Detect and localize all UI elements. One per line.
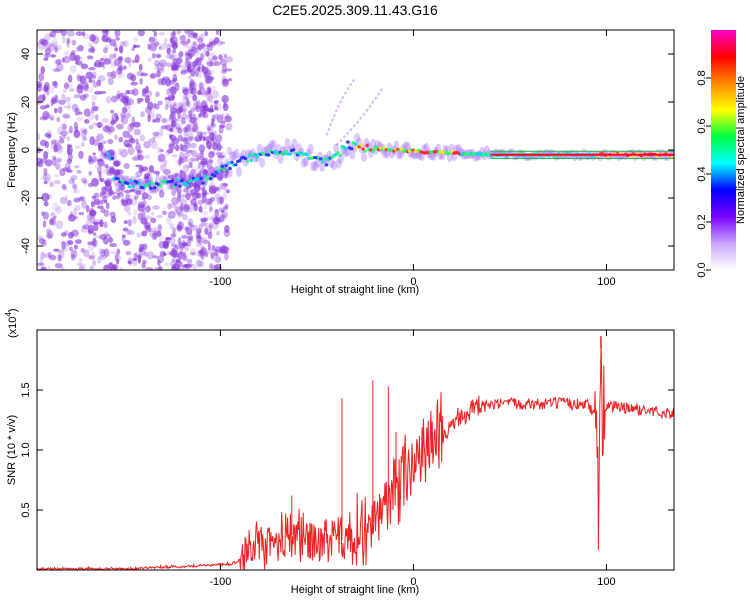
spectrogram-ytick-label: 20 [20, 96, 32, 108]
snr-series-line [37, 336, 674, 570]
colorbar-gradient [711, 30, 736, 270]
chart-title: C2E5.2025.309.11.43.G16 [272, 2, 438, 18]
snr-frame [36, 329, 675, 571]
snr-scale-exponent: 4 [4, 312, 13, 317]
snr-ytick-label: 0.5 [20, 502, 32, 517]
colorbar-tick-label: 0.4 [696, 166, 708, 181]
spectrogram-chirps [325, 77, 384, 146]
colorbar-tick-label: 0.6 [696, 118, 708, 133]
spectrogram-noise [37, 30, 233, 270]
snr-ytick-label: 1.5 [20, 382, 32, 397]
spectrogram-ytick-label: -40 [20, 238, 32, 254]
spectrogram-ytick-label: 0 [20, 147, 32, 153]
spectrogram-ytick-label: 40 [20, 48, 32, 60]
snr-xtick-label: 0 [410, 576, 416, 588]
colorbar: 0.0 0.2 0.4 0.6 0.8 Normalized spectral ampl… [696, 30, 747, 278]
colorbar-tick-label: 0.8 [696, 70, 708, 85]
snr-xtick-label: -100 [209, 576, 231, 588]
snr-scale-prefix: (x10 [7, 317, 19, 338]
colorbar-tick-label: 0.0 [696, 262, 708, 277]
spectrogram-xtick-label: 0 [410, 276, 416, 288]
spectrogram-xtick-label: 100 [597, 276, 615, 288]
snr-xtick-label: 100 [597, 576, 615, 588]
snr-scale-label: (x104) [4, 308, 19, 338]
colorbar-label: Normalized spectral amplitude [735, 76, 747, 224]
snr-xlabel: Height of straight line (km) [291, 584, 419, 596]
spectrogram-ytick-label: -20 [20, 190, 32, 206]
spectrogram-plot: -100 0 100 -40 -20 0 20 40 Height of straight l… [6, 29, 675, 296]
colorbar-tick-label: 0.2 [696, 214, 708, 229]
snr-ytick-label: 1.0 [20, 442, 32, 457]
spectrogram-xtick-label: -100 [209, 276, 231, 288]
spectrogram-signal [101, 132, 674, 195]
spectrogram-xlabel: Height of straight line (km) [291, 284, 419, 296]
spectrogram-ylabel: Frequency (Hz) [6, 112, 18, 188]
snr-plot: -100 0 100 0.5 1.0 1.5 Height of straight lin… [4, 308, 675, 596]
snr-ylabel: SNR (10 * v/v) [6, 415, 18, 485]
